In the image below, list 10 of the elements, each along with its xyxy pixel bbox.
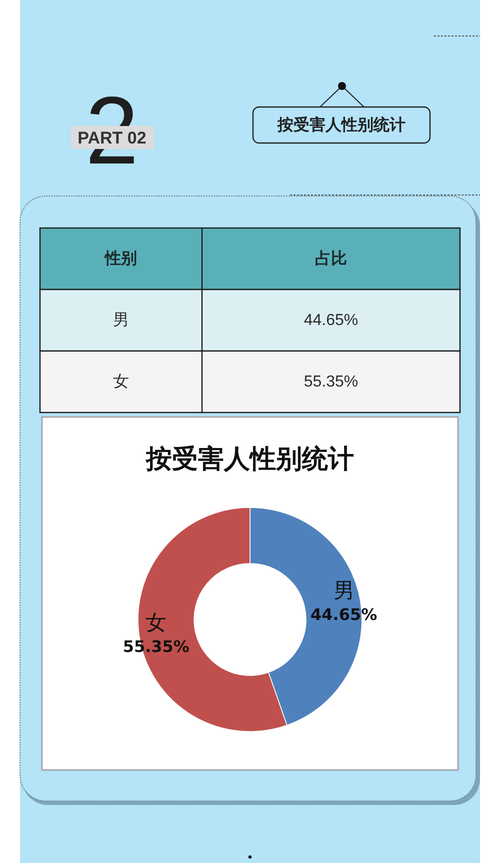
text: 按受害人性别统计	[276, 115, 406, 134]
text: 性别	[104, 249, 137, 268]
text: 44.65%	[304, 312, 358, 329]
category-label: 男	[113, 312, 129, 329]
text: 占比	[315, 249, 347, 268]
slice-label: 女	[146, 610, 167, 634]
category-label: 女	[113, 373, 129, 390]
text: 55.35%	[304, 373, 358, 390]
slice-label: 男	[333, 578, 354, 603]
chart-title: 按受害人性别统计	[145, 444, 354, 474]
